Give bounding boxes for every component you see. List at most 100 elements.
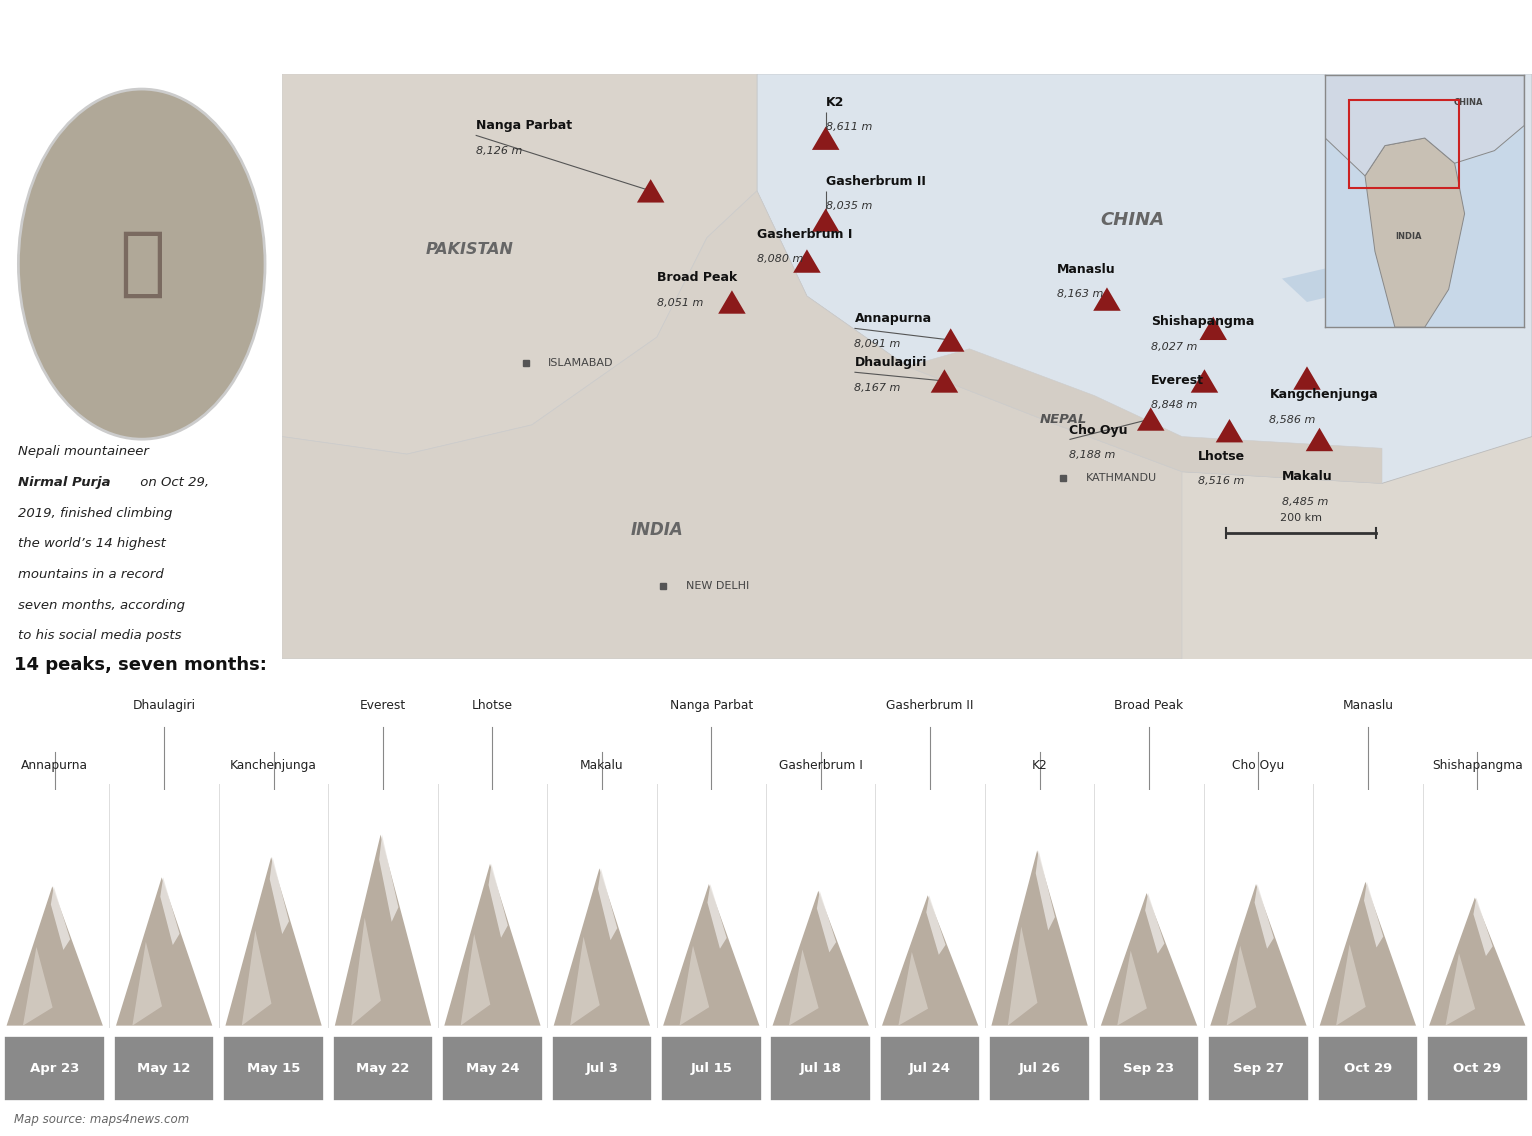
Polygon shape (719, 291, 746, 314)
Polygon shape (1282, 267, 1357, 302)
Text: Annapurna: Annapurna (855, 312, 931, 325)
Polygon shape (708, 884, 726, 949)
Text: Nanga Parbat: Nanga Parbat (669, 699, 752, 712)
Bar (332, 1036, 434, 1101)
Text: Jul 26: Jul 26 (1019, 1062, 1060, 1075)
Bar (879, 1036, 980, 1101)
Bar (771, 1036, 872, 1101)
Text: Lhotse: Lhotse (472, 699, 513, 712)
Text: Cho Oyu: Cho Oyu (1069, 424, 1128, 436)
Text: NEW DELHI: NEW DELHI (686, 580, 749, 591)
Text: Jul 18: Jul 18 (800, 1062, 841, 1075)
Text: May 24: May 24 (466, 1062, 519, 1075)
Text: the world’s 14 highest: the world’s 14 highest (18, 537, 167, 550)
Polygon shape (789, 950, 818, 1026)
Polygon shape (570, 937, 599, 1026)
Text: 8,126 m: 8,126 m (475, 145, 522, 156)
Polygon shape (553, 868, 650, 1026)
Polygon shape (1227, 945, 1256, 1026)
Text: New climbing record for world’s 14 highest peaks: New climbing record for world’s 14 highe… (18, 17, 1186, 59)
Text: Gasherbrum I: Gasherbrum I (778, 759, 863, 772)
Circle shape (18, 89, 265, 440)
Polygon shape (51, 886, 70, 950)
Bar (660, 1036, 761, 1101)
Bar (443, 1036, 542, 1101)
Polygon shape (1036, 851, 1056, 930)
Text: CHINA: CHINA (1454, 98, 1483, 107)
Polygon shape (1406, 249, 1481, 284)
Text: 8,611 m: 8,611 m (826, 123, 872, 133)
Text: 8,051 m: 8,051 m (657, 298, 703, 308)
Polygon shape (282, 74, 1532, 659)
Polygon shape (242, 930, 271, 1026)
Polygon shape (132, 942, 162, 1026)
Text: Sep 23: Sep 23 (1123, 1062, 1175, 1075)
Polygon shape (663, 884, 760, 1026)
Polygon shape (637, 179, 665, 202)
Polygon shape (812, 208, 840, 232)
Text: ISLAMABAD: ISLAMABAD (548, 359, 614, 368)
Text: May 12: May 12 (138, 1062, 192, 1075)
Polygon shape (282, 74, 757, 454)
Polygon shape (794, 249, 821, 273)
Polygon shape (812, 126, 840, 150)
Polygon shape (1094, 287, 1121, 311)
Polygon shape (898, 952, 928, 1026)
Polygon shape (336, 835, 430, 1026)
Text: PAKISTAN: PAKISTAN (426, 242, 513, 257)
Text: 👤: 👤 (119, 227, 164, 301)
Text: Sep 27: Sep 27 (1233, 1062, 1284, 1075)
Polygon shape (1293, 366, 1321, 390)
Polygon shape (1429, 897, 1526, 1026)
Polygon shape (882, 895, 979, 1026)
Text: Gasherbrum I: Gasherbrum I (757, 227, 852, 241)
Polygon shape (907, 349, 1382, 483)
Text: Jul 24: Jul 24 (908, 1062, 951, 1075)
Text: Map source: maps4news.com: Map source: maps4news.com (14, 1113, 188, 1126)
Text: Dhaulagiri: Dhaulagiri (133, 699, 196, 712)
Polygon shape (1336, 944, 1365, 1026)
Polygon shape (1305, 428, 1333, 451)
Bar (552, 1036, 653, 1101)
Text: Manaslu: Manaslu (1057, 262, 1115, 276)
Text: 14 peaks, seven months:: 14 peaks, seven months: (14, 655, 267, 674)
Bar (990, 1036, 1089, 1101)
Polygon shape (1325, 75, 1524, 176)
Polygon shape (1102, 893, 1196, 1026)
Polygon shape (1474, 897, 1492, 957)
Polygon shape (270, 857, 290, 934)
Polygon shape (378, 835, 398, 921)
Text: on Oct 29,: on Oct 29, (136, 476, 210, 488)
Text: 8,485 m: 8,485 m (1282, 496, 1328, 507)
Text: 8,848 m: 8,848 m (1151, 400, 1196, 410)
Text: Makalu: Makalu (581, 759, 624, 772)
Polygon shape (1210, 884, 1307, 1026)
Text: Broad Peak: Broad Peak (1114, 699, 1184, 712)
Text: Cho Oyu: Cho Oyu (1232, 759, 1284, 772)
Polygon shape (1216, 419, 1244, 442)
Polygon shape (1319, 882, 1416, 1026)
Bar (224, 1036, 323, 1101)
Text: 8,027 m: 8,027 m (1151, 342, 1196, 352)
Text: to his social media posts: to his social media posts (18, 629, 182, 642)
Text: 8,091 m: 8,091 m (855, 339, 901, 349)
Bar (1209, 1036, 1308, 1101)
Text: Lhotse: Lhotse (1198, 450, 1246, 462)
Polygon shape (680, 945, 709, 1026)
Text: Kangchenjunga: Kangchenjunga (1270, 389, 1379, 401)
Polygon shape (938, 328, 965, 352)
Polygon shape (757, 74, 1532, 483)
Polygon shape (1117, 951, 1147, 1026)
Polygon shape (489, 863, 507, 937)
Text: NEPAL: NEPAL (1040, 412, 1086, 426)
Bar (1350, 100, 1458, 189)
Text: INDIA: INDIA (631, 521, 683, 540)
Text: Everest: Everest (360, 699, 406, 712)
Bar (5, 1036, 106, 1101)
Polygon shape (282, 191, 1183, 659)
Text: Jul 3: Jul 3 (585, 1062, 619, 1075)
Text: Manaslu: Manaslu (1342, 699, 1394, 712)
Polygon shape (597, 868, 617, 941)
Text: Dhaulagiri: Dhaulagiri (855, 357, 927, 369)
Polygon shape (991, 851, 1088, 1026)
